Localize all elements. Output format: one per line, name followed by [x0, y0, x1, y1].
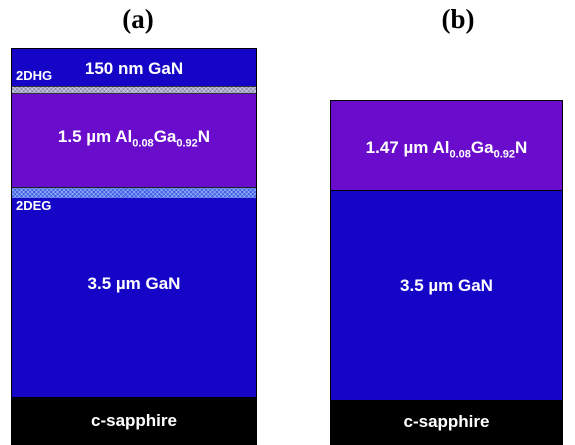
- gan-buffer-label: 3.5 µm GaN: [87, 274, 181, 293]
- gan-cap-layer: 2DHG 150 nm GaN: [12, 49, 256, 86]
- substrate-label: c-sapphire: [91, 411, 177, 430]
- layer-stack-a: 2DHG 150 nm GaN 1.5 µm Al0.08Ga0.92N 2DE…: [11, 48, 257, 445]
- layer-stack-b: 1.47 µm Al0.08Ga0.92N 3.5 µm GaN c-sapph…: [330, 100, 563, 445]
- 2deg-tag: 2DEG: [16, 198, 52, 213]
- algan-label: 1.5 µm Al0.08Ga0.92N: [57, 127, 211, 150]
- sapphire-substrate: c-sapphire: [331, 400, 562, 444]
- gan-buffer-layer: 3.5 µm GaN: [331, 191, 562, 400]
- gan-buffer-layer: 2DEG 3.5 µm GaN: [12, 198, 256, 397]
- algan-label: 1.47 µm Al0.08Ga0.92N: [365, 138, 528, 161]
- gan-cap-label: 150 nm GaN: [84, 59, 184, 78]
- 2deg-strip: [12, 188, 256, 198]
- panel-label-a: (a): [122, 4, 154, 34]
- sapphire-substrate: c-sapphire: [12, 397, 256, 444]
- algan-layer: 1.5 µm Al0.08Ga0.92N: [12, 94, 256, 188]
- gan-buffer-label: 3.5 µm GaN: [400, 276, 493, 295]
- 2dhg-tag: 2DHG: [16, 68, 53, 83]
- panel-label-b: (b): [441, 4, 475, 34]
- 2dhg-strip: [12, 86, 256, 94]
- substrate-label: c-sapphire: [403, 412, 490, 431]
- algan-layer: 1.47 µm Al0.08Ga0.92N: [331, 101, 562, 191]
